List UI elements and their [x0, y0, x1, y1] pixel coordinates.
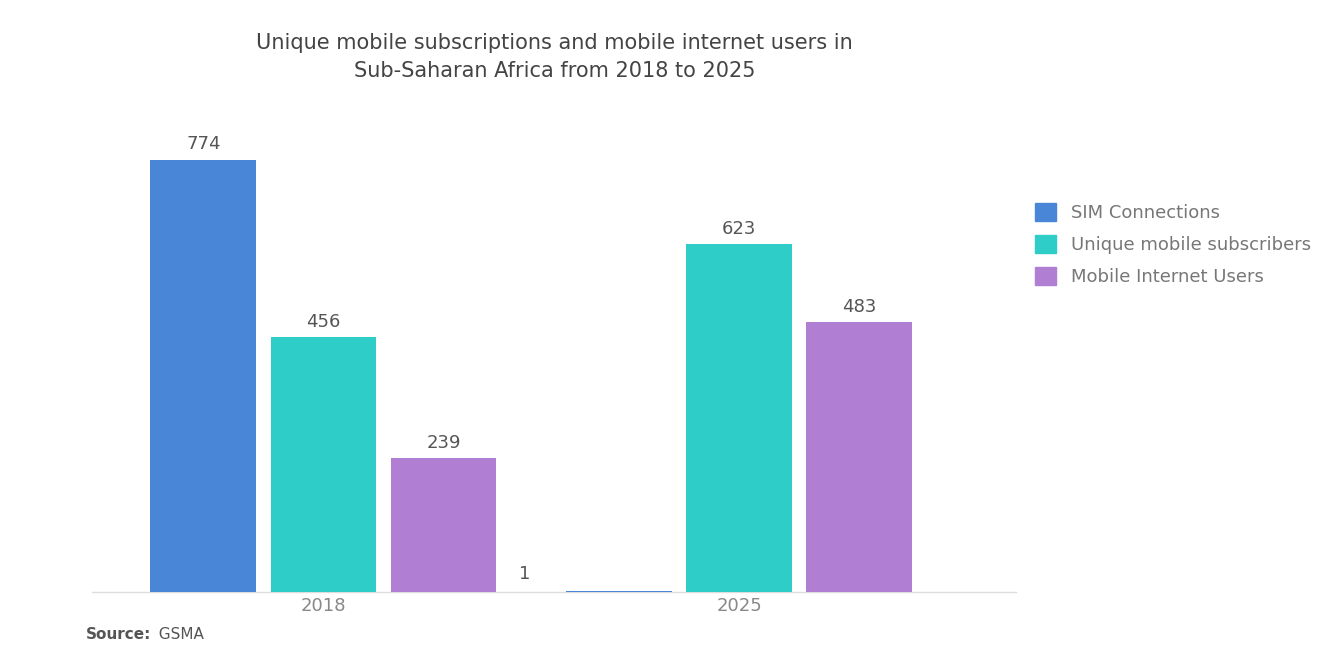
Text: 774: 774	[186, 135, 220, 153]
Legend: SIM Connections, Unique mobile subscribers, Mobile Internet Users: SIM Connections, Unique mobile subscribe…	[1035, 203, 1311, 286]
Bar	[807, 323, 912, 592]
Text: GSMA: GSMA	[149, 626, 205, 642]
Text: 483: 483	[842, 298, 876, 316]
Text: Unique mobile subscriptions and mobile internet users in
Sub-Saharan Africa from: Unique mobile subscriptions and mobile i…	[256, 33, 853, 81]
Text: 623: 623	[722, 219, 756, 237]
Text: 1: 1	[519, 565, 531, 583]
Text: 456: 456	[306, 313, 341, 331]
Text: Source:: Source:	[86, 626, 152, 642]
Bar	[686, 244, 792, 592]
Bar	[271, 337, 376, 592]
Bar	[150, 160, 256, 592]
Bar	[391, 458, 496, 592]
Text: 239: 239	[426, 434, 461, 452]
